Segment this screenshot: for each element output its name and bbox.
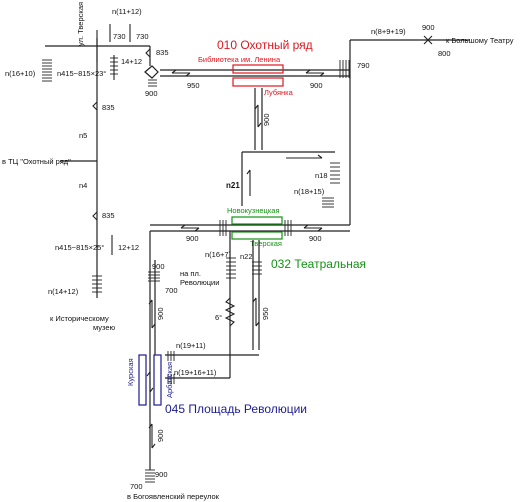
- ploshchad-title: 045 Площадь Революции: [165, 402, 307, 416]
- v900-ploshchad-label: 900: [156, 307, 165, 320]
- stairs-14-12: [110, 57, 118, 75]
- ploshchad-platform-left: Курская: [126, 358, 135, 386]
- v700b-label: 700: [130, 482, 143, 491]
- ploshchad-platform-right-box: [153, 354, 162, 406]
- okhotny-platform-top-box: [232, 64, 284, 74]
- arrow-900-mid-right: [303, 224, 323, 232]
- n14-12-label: n(14+12): [48, 287, 79, 296]
- n22-label: n22: [240, 252, 253, 261]
- ploshchad-platform-left-box: [138, 354, 147, 406]
- v835b-label: 835: [102, 103, 115, 112]
- v900-vert-label: 900: [262, 113, 271, 126]
- stairs-bottom: [145, 469, 155, 483]
- n18-label: n18: [315, 171, 328, 180]
- v900-mid-right-label: 900: [309, 234, 322, 243]
- n4-label: n4: [79, 181, 87, 190]
- v12-12-label: 12+12: [118, 243, 139, 252]
- stairs-n16-10: [42, 59, 52, 82]
- stairs-19-11: [167, 351, 175, 361]
- arrow-835a: [145, 48, 151, 58]
- n415a-label: n415−815×23°: [57, 69, 106, 78]
- n18-15-label: n(18+15): [294, 187, 325, 196]
- n16-10-label: n(16+10): [5, 69, 36, 78]
- arrow-835b: [92, 101, 98, 111]
- arrow-900-vert: [254, 104, 262, 128]
- stairs-19-16-11: [167, 374, 175, 384]
- arrow-900-mid-left: [180, 224, 200, 232]
- ploshchad-platform-right: Арбатская: [165, 362, 174, 398]
- arrow-950-right: [252, 297, 260, 327]
- arrow-900-top: [305, 69, 325, 77]
- v835a-label: 835: [156, 48, 169, 57]
- teatr-platform-top: Новокузнецкая: [227, 206, 280, 215]
- n16-7-label: n(16+7): [205, 250, 232, 259]
- stairs-teatr-left: [219, 220, 227, 236]
- okhotny-title: 010 Охотный ряд: [217, 38, 313, 52]
- museum-label-1: к Историческому: [50, 314, 109, 323]
- v900-top-label: 900: [310, 81, 323, 90]
- n21-label: n21: [226, 181, 240, 190]
- v900-rev-label: 900: [152, 262, 165, 271]
- revolution-sq-label-2: Революции: [180, 278, 219, 287]
- museum-label-2: музею: [93, 323, 116, 332]
- deg6-label: 6°: [215, 313, 222, 322]
- v790-label: 790: [357, 61, 370, 70]
- v950-top-label: 950: [187, 81, 200, 90]
- arrow-900-ploshchad: [148, 299, 156, 329]
- n19-11-label: n(19+11): [176, 341, 206, 350]
- arrow-n21: [246, 169, 251, 196]
- bogoyavlensky-label: в Богоявленский переулок: [127, 492, 220, 501]
- stairs-teatr-right: [284, 220, 292, 236]
- tc-label: в ТЦ "Охотный ряд": [2, 157, 71, 166]
- n11-12-label: n(11+12): [112, 7, 142, 16]
- bolshoi-label: к Большому Театру: [446, 36, 514, 45]
- v835c-label: 835: [102, 211, 115, 220]
- stairs-790: [339, 60, 350, 78]
- n19-16-11-label: n(19+16+11): [174, 368, 217, 377]
- v900-ladder-label: 900: [145, 89, 158, 98]
- okhotny-platform-top: Библиотека им. Ленина: [198, 55, 281, 64]
- arrow-900-low: [148, 423, 156, 449]
- v900-bottom-label: 900: [155, 470, 168, 479]
- v900-br-label: 900: [422, 23, 435, 32]
- arrow-corridor: [286, 154, 323, 159]
- okhotny-platform-bottom-box: [232, 77, 284, 87]
- teatr-platform-top-box: [231, 216, 283, 225]
- stairs-n18: [330, 162, 340, 184]
- teatr-title: 032 Театральная: [271, 257, 366, 271]
- arrow-ploshchad-mid: [146, 371, 154, 393]
- v730b-label: 730: [113, 32, 126, 41]
- n5-label: n5: [79, 131, 87, 140]
- stairs-revolution-sq: [148, 271, 160, 282]
- zigzag-6deg: [224, 297, 236, 327]
- arrow-950: [171, 69, 191, 77]
- n8-9-19-label: n(8+9+19): [371, 27, 406, 36]
- v800-label: 800: [438, 49, 451, 58]
- v900-mid-left-label: 900: [186, 234, 199, 243]
- stairs-n16-7: [226, 257, 236, 279]
- stairs-n18-15: [322, 197, 334, 208]
- top-hall-ladder: [144, 65, 159, 87]
- v730a-label: 730: [136, 32, 149, 41]
- revolution-sq-label-1: на пл.: [180, 269, 201, 278]
- okhotny-platform-bottom: Лубянка: [264, 88, 294, 97]
- stairs-n14-12: [92, 275, 102, 293]
- arrow-835c: [92, 211, 98, 221]
- v14-12-label: 14+12: [121, 57, 142, 66]
- tverskaya-label: ул. Тверская: [76, 2, 85, 46]
- v900-low-label: 900: [156, 429, 165, 442]
- teatr-platform-bottom: Тверская: [250, 239, 282, 248]
- n415b-label: n415−815×25°: [55, 243, 104, 252]
- v700a-label: 700: [165, 286, 178, 295]
- teatr-platform-bottom-box: [231, 231, 283, 240]
- v950-right-label: 950: [261, 307, 270, 320]
- gate-800: [423, 35, 433, 45]
- stairs-n22: [252, 261, 262, 275]
